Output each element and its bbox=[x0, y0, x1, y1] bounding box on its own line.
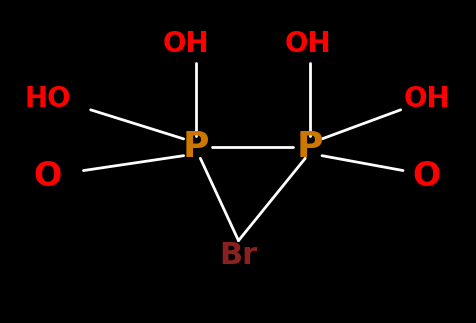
Text: O: O bbox=[33, 160, 62, 193]
Text: Br: Br bbox=[219, 241, 257, 270]
Text: OH: OH bbox=[403, 85, 449, 112]
Text: O: O bbox=[412, 160, 440, 193]
Text: P: P bbox=[182, 130, 208, 164]
Text: OH: OH bbox=[162, 30, 209, 57]
Text: OH: OH bbox=[284, 30, 330, 57]
Text: P: P bbox=[296, 130, 323, 164]
Text: HO: HO bbox=[24, 85, 71, 112]
